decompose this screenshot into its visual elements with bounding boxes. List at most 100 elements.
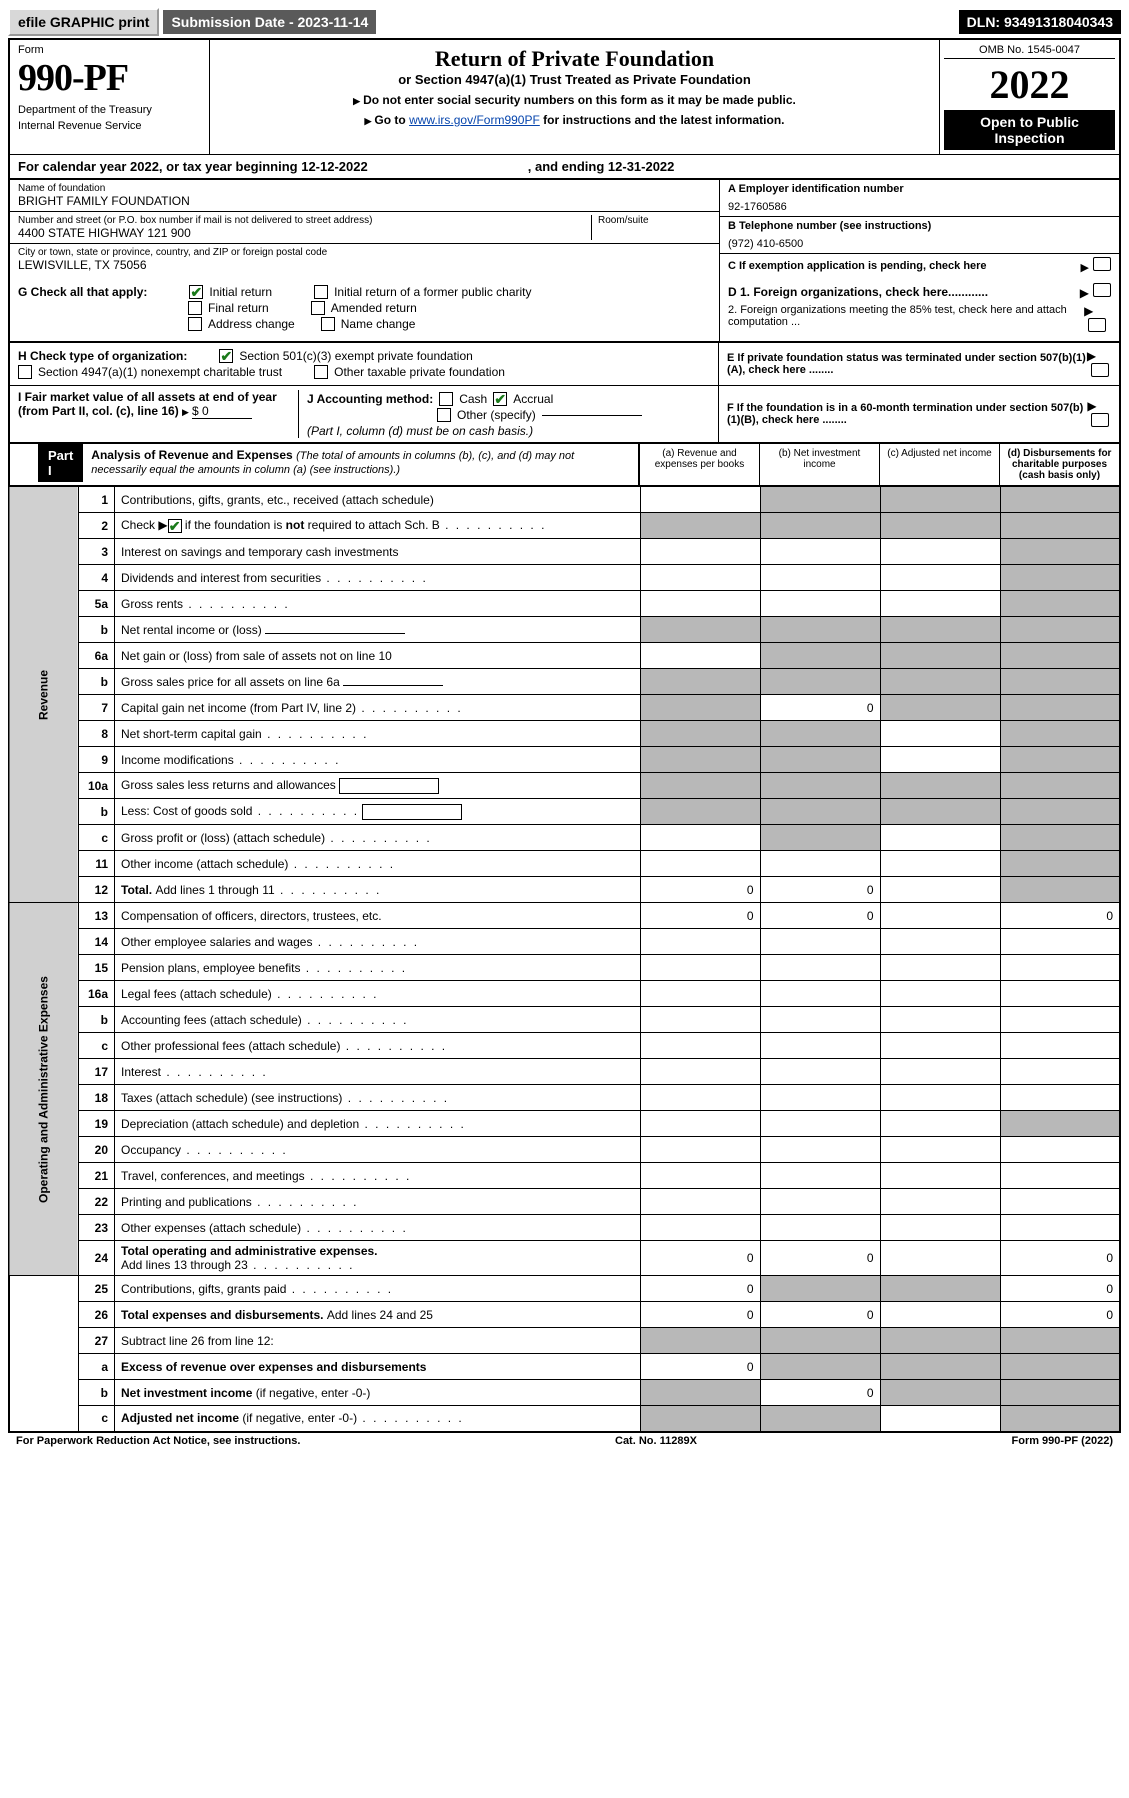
g-label: G Check all that apply: [18, 285, 147, 299]
instr-2-prefix: Go to [365, 113, 410, 127]
g-o2: Initial return of a former public charit… [334, 285, 531, 299]
r26b: Add lines 24 and 25 [327, 1308, 433, 1322]
v26a: 0 [640, 1302, 760, 1328]
r10c: Gross profit or (loss) (attach schedule) [121, 831, 325, 845]
f-checkbox[interactable] [1091, 413, 1109, 427]
g-initial-checkbox[interactable] [189, 285, 203, 299]
c-label: C If exemption application is pending, c… [728, 260, 987, 272]
r5b: Net rental income or (loss) [121, 623, 262, 637]
g-o5: Address change [208, 317, 295, 331]
tax-year: 2022 [944, 61, 1115, 108]
oae-vlabel: Operating and Administrative Expenses [9, 903, 79, 1276]
dept-treasury: Department of the Treasury [18, 104, 201, 116]
r27a: Excess of revenue over expenses and disb… [115, 1354, 641, 1380]
e-checkbox[interactable] [1091, 363, 1109, 377]
i-value: $ 0 [192, 404, 252, 419]
j-accrual-checkbox[interactable] [493, 392, 507, 406]
city-label: City or town, state or province, country… [18, 247, 711, 258]
j-accrual: Accrual [513, 392, 553, 406]
form-label: Form [18, 44, 201, 56]
name-label: Name of foundation [18, 183, 711, 194]
j-cash-checkbox[interactable] [439, 392, 453, 406]
r3: Interest on savings and temporary cash i… [115, 539, 641, 565]
v25a: 0 [640, 1276, 760, 1302]
v7b: 0 [760, 695, 880, 721]
v12a: 0 [640, 877, 760, 903]
r18: Taxes (attach schedule) (see instruction… [121, 1091, 342, 1105]
g-o1: Initial return [209, 285, 272, 299]
h-o3: Other taxable private foundation [334, 365, 505, 379]
j-note: (Part I, column (d) must be on cash basi… [307, 424, 710, 438]
g-amended-checkbox[interactable] [311, 301, 325, 315]
r2-checkbox[interactable] [168, 519, 182, 533]
r14: Other employee salaries and wages [121, 935, 312, 949]
instr-1: Do not enter social security numbers on … [353, 93, 796, 107]
r12: Total. [121, 883, 155, 897]
efile-button[interactable]: efile GRAPHIC print [8, 8, 159, 36]
r7: Capital gain net income (from Part IV, l… [121, 701, 356, 715]
d2-label: 2. Foreign organizations meeting the 85%… [728, 304, 1084, 328]
phone-value: (972) 410-6500 [728, 238, 1111, 250]
r24b: Add lines 13 through 23 [121, 1258, 248, 1272]
c-checkbox[interactable] [1093, 257, 1111, 271]
g-final-checkbox[interactable] [188, 301, 202, 315]
cal-begin: For calendar year 2022, or tax year begi… [18, 159, 368, 174]
v24a: 0 [640, 1241, 760, 1276]
v12b: 0 [760, 877, 880, 903]
r27: Subtract line 26 from line 12: [115, 1328, 641, 1354]
form-link[interactable]: www.irs.gov/Form990PF [409, 113, 540, 127]
dept-irs: Internal Revenue Service [18, 120, 201, 132]
open-inspection: Open to Public Inspection [944, 110, 1115, 150]
h-o2: Section 4947(a)(1) nonexempt charitable … [38, 365, 282, 379]
r12b: Add lines 1 through 11 [155, 883, 274, 897]
form-number: 990-PF [18, 56, 201, 100]
r23: Other expenses (attach schedule) [121, 1221, 301, 1235]
g-initial-former-checkbox[interactable] [314, 285, 328, 299]
room-label: Room/suite [598, 215, 711, 226]
d1-label: D 1. Foreign organizations, check here..… [728, 285, 988, 299]
v13a: 0 [640, 903, 760, 929]
footer: For Paperwork Reduction Act Notice, see … [8, 1433, 1121, 1449]
h-501c3-checkbox[interactable] [219, 349, 233, 363]
ein-value: 92-1760586 [728, 201, 1111, 213]
city-value: LEWISVILLE, TX 75056 [18, 258, 711, 272]
r2a: Check [121, 518, 158, 532]
foot-left: For Paperwork Reduction Act Notice, see … [16, 1435, 300, 1447]
g-name-checkbox[interactable] [321, 317, 335, 331]
g-address-checkbox[interactable] [188, 317, 202, 331]
r13: Compensation of officers, directors, tru… [115, 903, 641, 929]
d2-checkbox[interactable] [1088, 318, 1106, 332]
r27b: Net investment income [121, 1386, 256, 1400]
v24d: 0 [1000, 1241, 1120, 1276]
r25: Contributions, gifts, grants paid [121, 1282, 286, 1296]
h-other-checkbox[interactable] [314, 365, 328, 379]
v25d: 0 [1000, 1276, 1120, 1302]
e-label: E If private foundation status was termi… [727, 352, 1087, 376]
r16c: Other professional fees (attach schedule… [121, 1039, 340, 1053]
j-cash: Cash [459, 392, 487, 406]
r24: Total operating and administrative expen… [121, 1244, 378, 1258]
col-b-head: (b) Net investment income [759, 444, 879, 485]
r27b2: (if negative, enter -0-) [256, 1386, 371, 1400]
j-other-checkbox[interactable] [437, 408, 451, 422]
h-4947-checkbox[interactable] [18, 365, 32, 379]
dln-label: DLN: 93491318040343 [959, 10, 1121, 34]
v24b: 0 [760, 1241, 880, 1276]
r10a: Gross sales less returns and allowances [121, 778, 336, 792]
v13b: 0 [760, 903, 880, 929]
v13d: 0 [1000, 903, 1120, 929]
d1-checkbox[interactable] [1093, 283, 1111, 297]
h-label: H Check type of organization: [18, 349, 187, 363]
revenue-vlabel: Revenue [9, 487, 79, 903]
form-id-block: Form 990-PF Department of the Treasury I… [10, 40, 210, 154]
j-other: Other (specify) [457, 408, 536, 422]
r11: Other income (attach schedule) [121, 857, 288, 871]
r2c: required to attach Sch. B [304, 518, 439, 532]
g-o3: Final return [208, 301, 269, 315]
v27aa: 0 [640, 1354, 760, 1380]
top-bar: efile GRAPHIC print Submission Date - 20… [8, 8, 1121, 36]
r1: Contributions, gifts, grants, etc., rece… [115, 487, 641, 513]
form-title: Return of Private Foundation [216, 46, 933, 72]
col-c-head: (c) Adjusted net income [879, 444, 999, 485]
r21: Travel, conferences, and meetings [121, 1169, 305, 1183]
